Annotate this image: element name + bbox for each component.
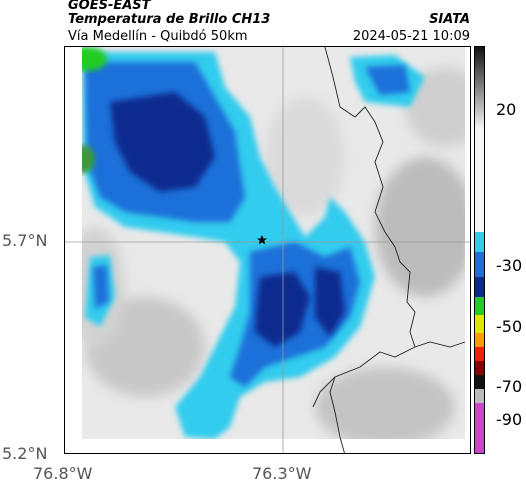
route-subtitle: Vía Medellín - Quibdó 50km <box>68 29 248 44</box>
lon-tick-76.8: 76.8°W <box>33 464 93 483</box>
satellite-title: GOES-EAST <box>68 0 151 13</box>
colorbar-tick-neg50: -50 <box>496 317 523 336</box>
temperature-colorbar <box>474 46 485 454</box>
map-bottom-margin <box>65 439 470 453</box>
department-border-southeast <box>414 341 466 348</box>
map-left-margin <box>65 47 82 453</box>
department-border-branch <box>312 376 336 408</box>
department-border-east <box>324 47 416 348</box>
lat-tick-5.2: 5.2°N <box>2 444 48 463</box>
organization-label: SIATA <box>429 12 470 27</box>
colorbar-tick-20: 20 <box>496 100 517 119</box>
colorbar-tick-neg90: -90 <box>496 410 523 429</box>
location-star-marker <box>257 235 267 245</box>
colorbar-tick-neg30: -30 <box>496 256 523 275</box>
colorbar-tick-neg70: -70 <box>496 377 523 396</box>
lat-tick-5.7: 5.7°N <box>2 231 48 250</box>
lon-tick-76.3: 76.3°W <box>252 464 312 483</box>
timestamp-label: 2024-05-21 10:09 <box>352 29 470 44</box>
satellite-map[interactable] <box>64 46 471 454</box>
map-right-margin <box>465 47 470 453</box>
product-title: Temperatura de Brillo CH13 <box>68 12 271 27</box>
cloud-core-layer <box>110 92 345 347</box>
